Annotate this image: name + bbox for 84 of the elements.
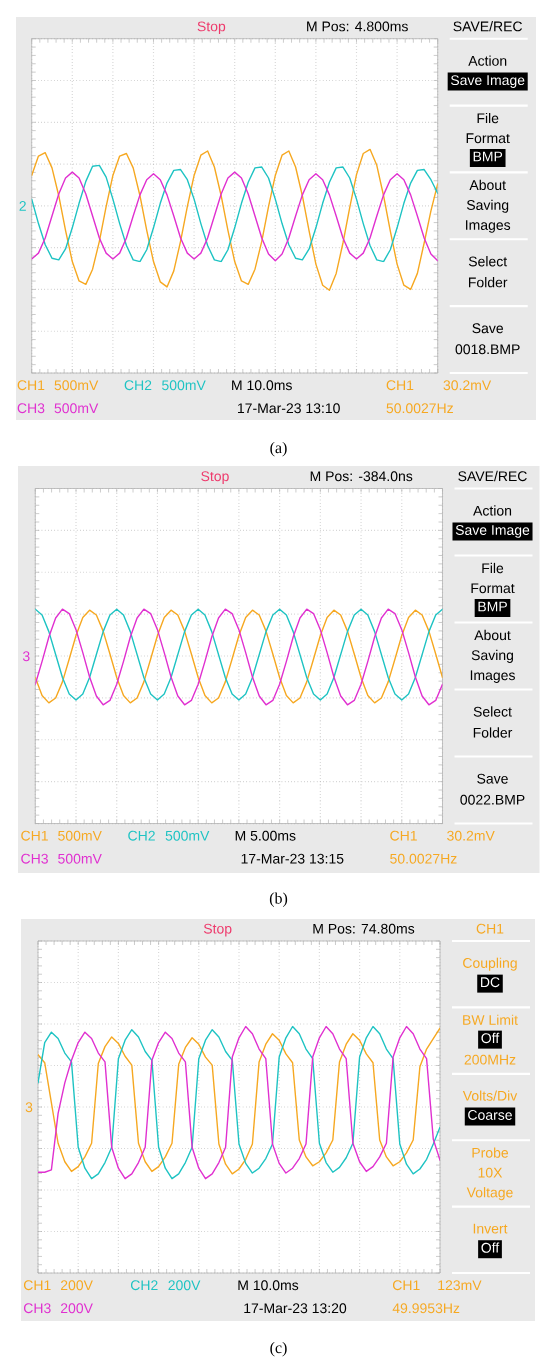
text: Format xyxy=(466,133,510,144)
text: Voltage xyxy=(466,1187,513,1201)
text: BMP xyxy=(473,151,503,162)
text: SAVE/REC xyxy=(458,470,527,482)
text: Action xyxy=(468,55,507,66)
text: Select xyxy=(468,256,508,267)
text: Saving xyxy=(466,199,509,213)
text: File xyxy=(482,562,504,574)
text: About xyxy=(469,179,506,191)
text: Off xyxy=(481,1032,500,1044)
text: 200MHz xyxy=(464,1054,516,1065)
text: 0018.BMP xyxy=(455,344,520,355)
text: Images xyxy=(470,670,515,683)
text: Probe xyxy=(472,1147,509,1158)
text: BW Limit xyxy=(463,1014,518,1025)
text: Save Image xyxy=(450,75,525,88)
text: SAVE/REC xyxy=(453,21,523,32)
text: 500mV xyxy=(165,830,210,841)
text: Coarse xyxy=(468,1110,512,1120)
text: 200V xyxy=(60,1280,93,1291)
text: File xyxy=(477,112,499,124)
text: 10X xyxy=(478,1167,503,1178)
text: CH1 xyxy=(390,830,417,841)
text: 500mV xyxy=(54,403,99,414)
text: Save xyxy=(477,773,508,784)
text: M Pos: -384.0ns xyxy=(310,471,413,482)
text: M 10.0ms xyxy=(232,380,292,391)
text: About xyxy=(474,629,511,641)
text: 0022.BMP xyxy=(460,794,525,805)
text: 3 xyxy=(22,651,30,662)
text: 30.2mV xyxy=(443,380,492,391)
text: 3 xyxy=(25,1102,33,1113)
text: Action xyxy=(473,505,512,516)
text: CH1 xyxy=(386,380,414,391)
text: 123mV xyxy=(438,1280,482,1291)
text: 50.0027Hz xyxy=(390,853,457,864)
text: M 10.0ms xyxy=(238,1280,299,1291)
text: 17-Mar-23 13:20 xyxy=(244,1303,347,1314)
text: CH2 xyxy=(124,380,152,391)
text: Invert xyxy=(473,1223,508,1234)
text: (b) xyxy=(269,892,288,907)
text: Off xyxy=(481,1242,500,1253)
text: CH3 xyxy=(21,853,48,864)
text: 2 xyxy=(19,201,26,211)
text: CH2 xyxy=(128,830,155,841)
text: Stop xyxy=(201,471,229,484)
text: Select xyxy=(473,706,512,717)
text: 500mV xyxy=(162,380,206,391)
text: M Pos: 74.80ms xyxy=(313,923,415,934)
text: CH1 xyxy=(392,1280,420,1291)
text: 500mV xyxy=(54,380,99,391)
text: 500mV xyxy=(58,830,102,841)
text: Stop xyxy=(203,923,232,937)
text: (c) xyxy=(270,1341,287,1357)
text: CH3 xyxy=(17,403,45,414)
text: 500mV xyxy=(58,853,102,864)
text: CH1 xyxy=(17,380,45,391)
text: Save Image xyxy=(455,525,530,538)
text: Folder xyxy=(469,277,508,288)
text: 49.9953Hz xyxy=(392,1303,460,1314)
text: Format xyxy=(471,583,515,594)
text: Saving xyxy=(471,649,513,663)
text: CH1 xyxy=(21,830,48,841)
text: Volts/Div xyxy=(462,1090,518,1101)
text: 17-Mar-23 13:10 xyxy=(238,403,340,414)
text: 200V xyxy=(60,1303,93,1314)
text: DC xyxy=(481,977,500,988)
text: 50.0027Hz xyxy=(386,403,453,414)
text: CH3 xyxy=(23,1303,51,1314)
text: CH2 xyxy=(130,1280,158,1291)
text: CH1 xyxy=(476,923,504,934)
text: Stop xyxy=(197,21,226,35)
text: Folder xyxy=(473,727,513,738)
text: 17-Mar-23 13:15 xyxy=(241,853,344,864)
text: Save xyxy=(472,323,504,334)
text: BMP xyxy=(478,601,507,612)
text: 200V xyxy=(168,1280,201,1291)
text: M Pos: 4.800ms xyxy=(307,21,408,32)
text: CH1 xyxy=(23,1280,51,1291)
text: M 5.00ms xyxy=(235,830,296,841)
text: (a) xyxy=(270,441,287,457)
text: Coupling xyxy=(463,957,517,971)
text: 30.2mV xyxy=(447,830,495,841)
text: Images xyxy=(466,220,511,233)
